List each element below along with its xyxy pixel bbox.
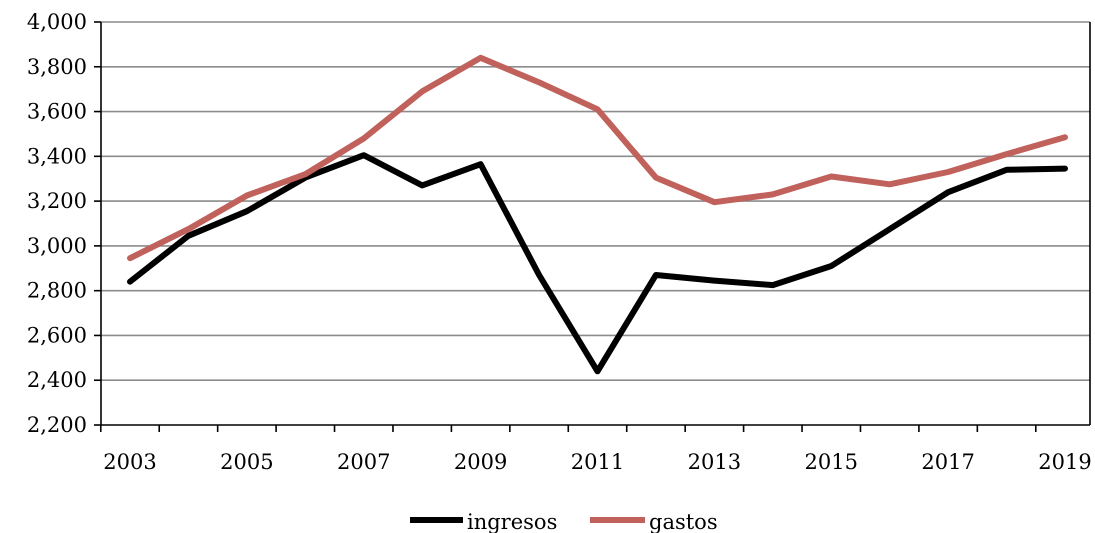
x-tick-label: 2015 <box>805 450 858 474</box>
x-tick-label: 2017 <box>921 450 974 474</box>
x-tick-label: 2009 <box>454 450 507 474</box>
y-tick-label: 2,800 <box>27 279 87 303</box>
y-tick-label: 3,600 <box>27 100 87 124</box>
y-tick-label: 2,600 <box>27 323 87 347</box>
x-tick-label: 2019 <box>1038 450 1091 474</box>
y-tick-label: 2,200 <box>27 413 87 437</box>
legend-label-ingresos: ingresos <box>467 510 557 533</box>
y-tick-label: 2,400 <box>27 368 87 392</box>
y-tick-label: 3,200 <box>27 189 87 213</box>
x-tick-label: 2005 <box>220 450 273 474</box>
x-tick-label: 2013 <box>688 450 741 474</box>
x-tick-label: 2007 <box>337 450 390 474</box>
series-line-ingresos <box>127 152 1068 375</box>
y-tick-label: 3,000 <box>27 234 87 258</box>
legend-label-gastos: gastos <box>649 510 718 533</box>
x-tick-labels: 2003 2005 2007 2009 2011 2013 2015 2017 2019 <box>103 450 1091 474</box>
axes <box>99 22 1091 432</box>
series-line-gastos <box>127 54 1068 262</box>
x-tick-label: 2011 <box>571 450 624 474</box>
y-tick-label: 3,800 <box>27 55 87 79</box>
y-tick-label: 4,000 <box>27 10 87 34</box>
x-tick-label: 2003 <box>103 450 156 474</box>
y-tick-label: 3,400 <box>27 144 87 168</box>
series-lines <box>127 54 1068 375</box>
legend: ingresos gastos <box>410 510 718 533</box>
y-tick-labels: 2,200 2,400 2,600 2,800 3,000 3,200 3,400 3,600… <box>27 10 87 437</box>
